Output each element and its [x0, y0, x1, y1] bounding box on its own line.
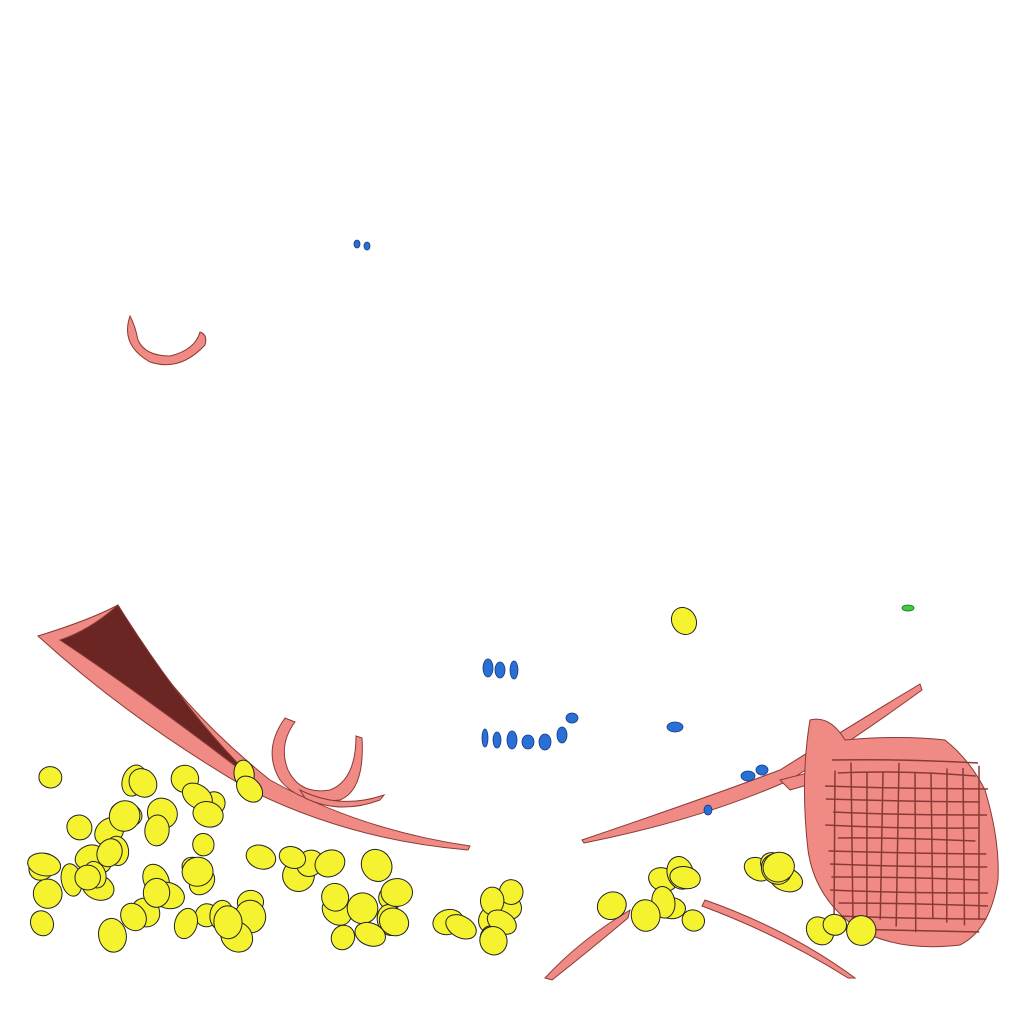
vesicle	[822, 913, 848, 936]
vesicle	[630, 899, 661, 932]
lattice-line	[962, 768, 966, 926]
vesicle	[192, 800, 224, 828]
membranes	[37, 314, 999, 981]
vesicle	[96, 838, 123, 868]
granule	[509, 660, 519, 680]
granules	[353, 239, 769, 816]
vesicle	[846, 915, 877, 946]
vesicle	[181, 856, 214, 887]
granule	[481, 728, 489, 748]
vesicle	[29, 910, 55, 937]
granule	[755, 764, 769, 776]
vesicle	[66, 814, 93, 841]
lattice-line	[930, 772, 934, 920]
vesicle	[74, 864, 101, 891]
vesicle	[669, 866, 701, 890]
membrane-arc	[127, 314, 207, 366]
lattice-line	[825, 785, 989, 790]
vesicle	[762, 851, 795, 883]
lattice-line	[850, 762, 854, 929]
lattice-line	[895, 762, 900, 927]
vesicle	[98, 917, 127, 953]
vesicle	[354, 921, 386, 947]
granule	[492, 731, 502, 749]
vesicle	[38, 766, 63, 789]
lattice-line	[831, 876, 980, 881]
lattice-line	[829, 863, 988, 868]
lattice-line	[832, 758, 979, 764]
vesicle	[142, 877, 171, 908]
granule	[538, 733, 552, 751]
lattice-line	[825, 824, 979, 829]
membrane-fan-shade	[58, 604, 261, 786]
granule	[521, 734, 535, 750]
granule	[363, 241, 371, 251]
vesicle	[108, 800, 141, 832]
vesicle	[378, 907, 410, 937]
vesicle	[445, 914, 477, 940]
granule	[353, 239, 361, 249]
green-particle	[901, 604, 915, 612]
vesicle	[173, 907, 199, 940]
vesicle	[360, 848, 393, 882]
vesicle	[278, 846, 307, 869]
vesicle	[681, 909, 706, 932]
lattice-line	[833, 811, 987, 816]
vesicle	[192, 832, 215, 857]
vesicle	[330, 924, 356, 951]
vesicle	[144, 814, 170, 847]
membrane-c-tail	[298, 788, 386, 808]
granule	[556, 726, 568, 744]
granule	[494, 661, 506, 679]
granule	[565, 712, 579, 724]
vesicle	[27, 852, 62, 877]
vesicle	[120, 902, 147, 932]
vesicle	[32, 878, 63, 909]
lattice-line	[825, 798, 980, 803]
vesicle	[596, 891, 627, 920]
membrane-right	[581, 683, 923, 844]
granule	[506, 730, 518, 750]
membrane-lower-left	[544, 908, 631, 981]
lattice-line	[879, 772, 884, 920]
vesicle	[380, 878, 413, 907]
membrane-c	[271, 717, 363, 802]
granule	[666, 721, 684, 733]
vesicle	[314, 849, 346, 878]
lattice-line	[830, 889, 989, 894]
granule	[703, 804, 713, 816]
membrane-lower-right	[701, 899, 857, 979]
vesicle	[479, 926, 508, 956]
granule	[740, 770, 756, 782]
vesicle	[321, 882, 350, 912]
vesicle	[245, 844, 277, 870]
granule	[482, 658, 494, 678]
vesicles	[27, 606, 877, 956]
lattice-line	[914, 772, 917, 933]
vesicle	[213, 905, 243, 940]
lattice-line	[833, 770, 836, 933]
lattice-line	[828, 850, 987, 855]
lattice-detail	[825, 758, 989, 933]
vesicle	[670, 606, 698, 636]
vesicle	[236, 775, 264, 803]
vesicle	[128, 768, 158, 798]
